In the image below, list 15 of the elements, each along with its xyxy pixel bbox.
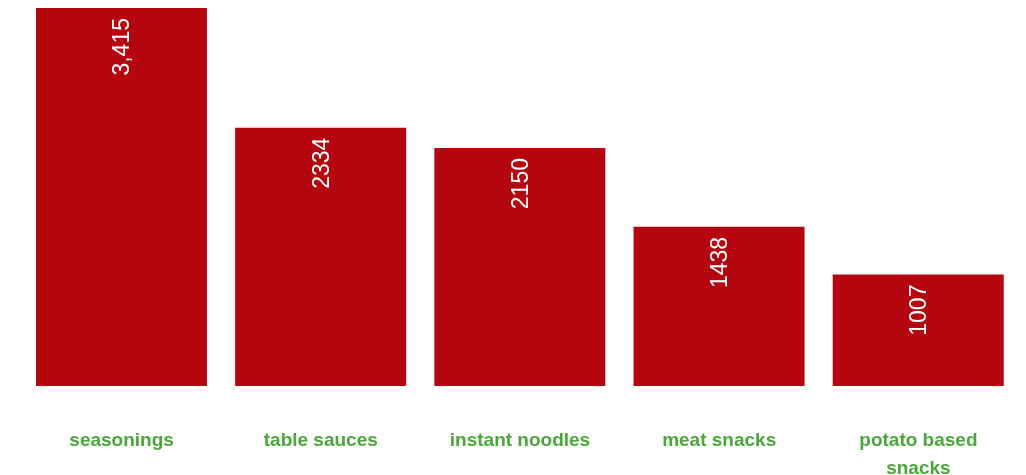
x-tick-label: seasonings [69,429,174,450]
bar [832,274,1004,386]
x-tick-label: potato based snacks [859,429,978,475]
bar [633,226,805,386]
bar [35,8,207,386]
bar [434,148,606,386]
data-label: 1007 [905,284,932,336]
x-tick-label: meat snacks [662,429,777,450]
data-label: 2150 [506,158,533,210]
bar [235,127,407,386]
x-tick-label: table sauces [263,429,378,450]
x-tick-label: instant noodles [449,429,591,450]
data-label: 1438 [706,236,733,288]
data-label: 2334 [307,137,334,189]
data-label: 3,415 [108,18,135,76]
